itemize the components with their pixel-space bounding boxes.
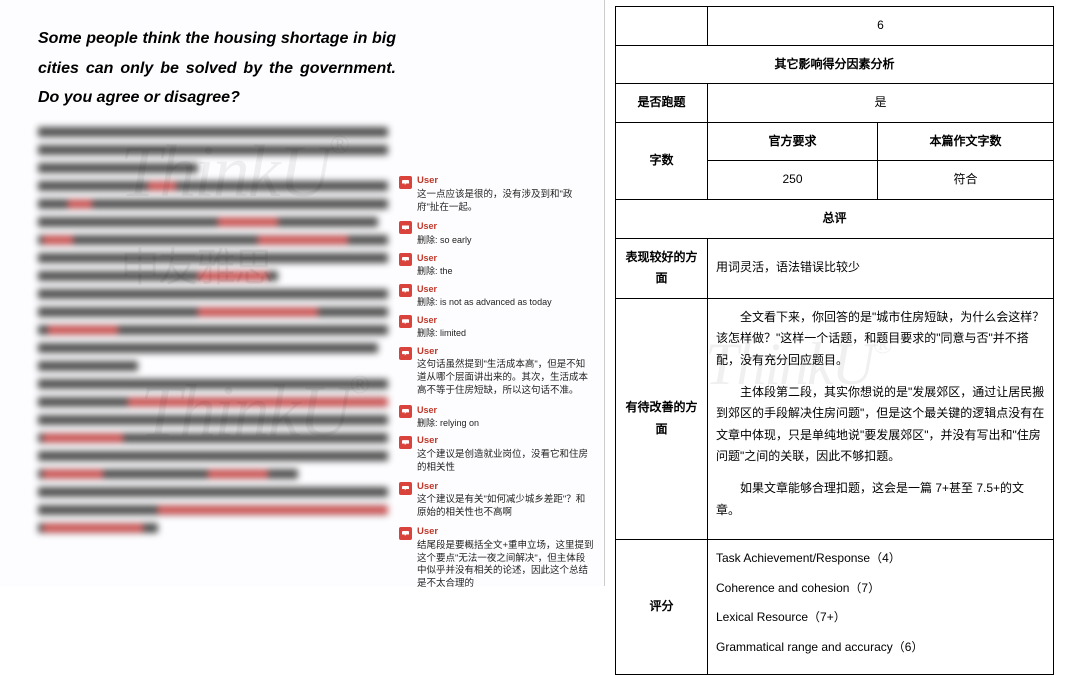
comment-text: 删除: so early: [417, 235, 472, 245]
comment-user: User: [417, 481, 594, 494]
comment-user: User: [417, 283, 594, 295]
review-comment: User结尾段是要概括全文+重申立场，这里提到这个要点"无法一夜之间解决"，但主…: [399, 526, 594, 591]
comment-text: 结尾段是要概括全文+重申立场，这里提到这个要点"无法一夜之间解决"，但主体段中似…: [417, 540, 594, 589]
review-comment: User 删除: relying on: [399, 404, 594, 429]
comment-icon: [399, 347, 412, 360]
essay-prompt: Some people think the housing shortage i…: [38, 24, 576, 113]
improve-text: 全文看下来，你回答的是"城市住房短缺，为什么会这样？该怎样做？"这样一个话题，和…: [708, 298, 1054, 539]
review-comment: User 删除: is not as advanced as today: [399, 283, 594, 308]
overall-label: 总评: [616, 199, 1054, 238]
improve-label: 有待改善的方面: [616, 298, 708, 539]
comment-icon: [399, 436, 412, 449]
rubric-item: Grammatical range and accuracy（6）: [716, 637, 1045, 659]
review-comments-column: User这一点应该是很的，没有涉及到和"政府"扯在一起。User删除: so e…: [399, 175, 594, 597]
improve-p1: 全文看下来，你回答的是"城市住房短缺，为什么会这样？该怎样做？"这样一个话题，和…: [716, 307, 1045, 372]
comment-icon: [399, 482, 412, 495]
review-comment: User 删除: so early: [399, 220, 594, 245]
improve-p2: 主体段第二段，其实你想说的是"发展郊区，通过让居民搬到郊区的手段解决住房问题"，…: [716, 382, 1045, 468]
comment-icon: [399, 405, 412, 418]
comment-text: 这一点应该是很的，没有涉及到和"政府"扯在一起。: [417, 189, 572, 213]
score-label-cell: [616, 7, 708, 46]
comment-user: User: [417, 252, 594, 264]
comment-user: User: [417, 404, 594, 416]
essay-count-value: 符合: [878, 161, 1054, 200]
comment-icon: [399, 284, 412, 297]
good-label: 表现较好的方面: [616, 238, 708, 298]
wordcount-label: 字数: [616, 122, 708, 199]
review-comment: User这个建议是有关"如何减少城乡差距"？和原始的相关性也不高啊: [399, 481, 594, 520]
comment-icon: [399, 221, 412, 234]
comment-text: 删除: relying on: [417, 418, 479, 428]
offtopic-value: 是: [708, 84, 1054, 123]
comment-user: User: [417, 346, 594, 359]
comment-text: 这句话虽然提到"生活成本高"，但是不知道从哪个层面讲出来的。其次，生活成本高不等…: [417, 359, 588, 396]
essay-review-panel: Some people think the housing shortage i…: [0, 0, 605, 586]
score-value: 6: [708, 7, 1054, 46]
comment-icon: [399, 176, 412, 189]
rubric-item: Coherence and cohesion（7）: [716, 578, 1045, 600]
factors-title: 其它影响得分因素分析: [616, 45, 1054, 84]
official-req-label: 官方要求: [708, 122, 878, 161]
rubric-label: 评分: [616, 540, 708, 675]
improve-p3: 如果文章能够合理扣题，这会是一篇 7+甚至 7.5+的文章。: [716, 478, 1045, 521]
review-comment: User这个建议是创造就业岗位，没看它和住房的相关性: [399, 435, 594, 474]
review-comment: User这句话虽然提到"生活成本高"，但是不知道从哪个层面讲出来的。其次，生活成…: [399, 346, 594, 398]
review-comment: User 删除: the: [399, 252, 594, 277]
essay-count-label: 本篇作文字数: [878, 122, 1054, 161]
official-req-value: 250: [708, 161, 878, 200]
comment-user: User: [417, 314, 594, 326]
score-table: 6 其它影响得分因素分析 是否跑题 是 字数 官方要求 本篇作文字数 250 符…: [615, 6, 1054, 675]
comment-icon: [399, 527, 412, 540]
comment-text: 删除: the: [417, 266, 453, 276]
comment-text: 这个建议是有关"如何减少城乡差距"？和原始的相关性也不高啊: [417, 494, 585, 518]
rubric-item: Task Achievement/Response（4）: [716, 548, 1045, 570]
comment-user: User: [417, 526, 594, 539]
rubric-item: Lexical Resource（7+）: [716, 607, 1045, 629]
comment-text: 这个建议是创造就业岗位，没看它和住房的相关性: [417, 449, 588, 473]
review-comment: User 删除: limited: [399, 314, 594, 339]
comment-text: 删除: limited: [417, 328, 466, 338]
comment-user: User: [417, 220, 594, 232]
comment-icon: [399, 253, 412, 266]
comment-text: 删除: is not as advanced as today: [417, 297, 552, 307]
good-text: 用词灵活，语法错误比较少: [708, 238, 1054, 298]
comment-user: User: [417, 175, 594, 188]
comment-user: User: [417, 435, 594, 448]
score-table-panel: 6 其它影响得分因素分析 是否跑题 是 字数 官方要求 本篇作文字数 250 符…: [605, 0, 1080, 586]
review-comment: User这一点应该是很的，没有涉及到和"政府"扯在一起。: [399, 175, 594, 214]
comment-icon: [399, 315, 412, 328]
offtopic-label: 是否跑题: [616, 84, 708, 123]
rubric-scores: Task Achievement/Response（4） Coherence a…: [708, 540, 1054, 675]
